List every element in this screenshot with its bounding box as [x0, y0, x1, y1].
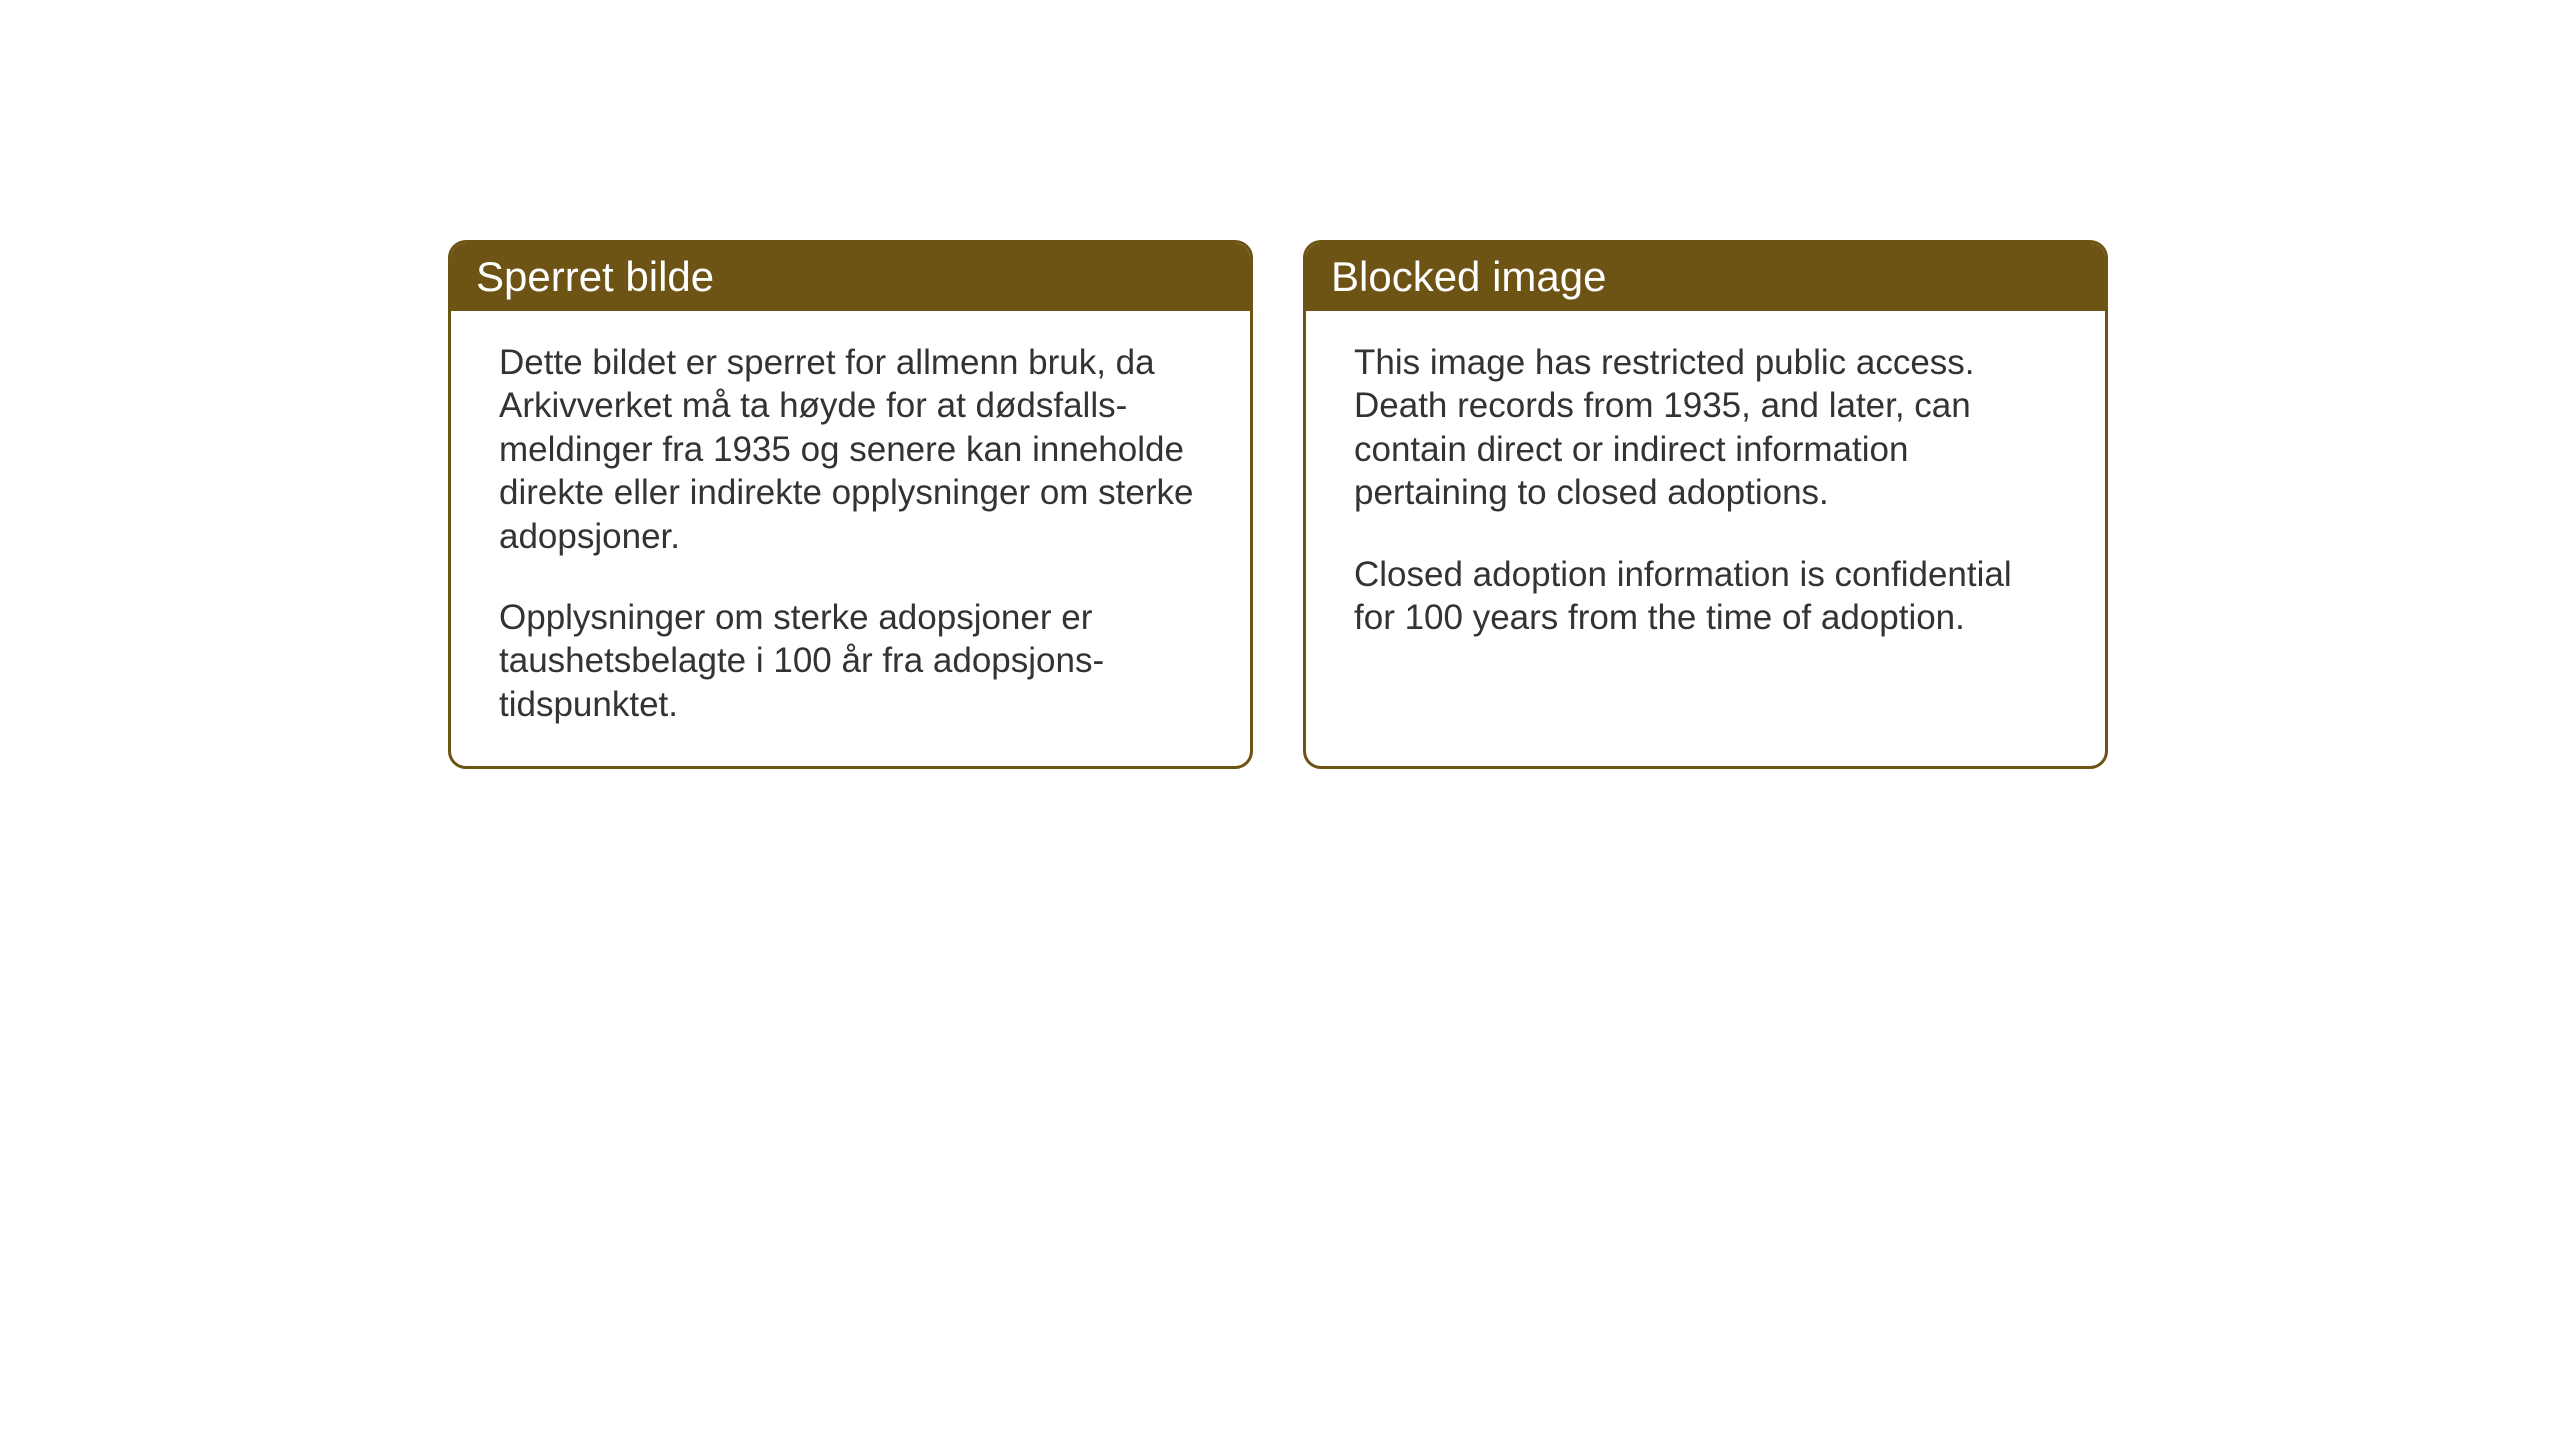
notice-container: Sperret bilde Dette bildet er sperret fo…	[448, 240, 2108, 769]
card-title-english: Blocked image	[1331, 253, 1606, 300]
paragraph-english-2: Closed adoption information is confident…	[1354, 553, 2057, 640]
card-body-norwegian: Dette bildet er sperret for allmenn bruk…	[451, 311, 1250, 766]
card-title-norwegian: Sperret bilde	[476, 253, 714, 300]
notice-card-english: Blocked image This image has restricted …	[1303, 240, 2108, 769]
notice-card-norwegian: Sperret bilde Dette bildet er sperret fo…	[448, 240, 1253, 769]
paragraph-norwegian-2: Opplysninger om sterke adopsjoner er tau…	[499, 596, 1202, 726]
paragraph-english-1: This image has restricted public access.…	[1354, 341, 2057, 515]
card-body-english: This image has restricted public access.…	[1306, 311, 2105, 679]
card-header-norwegian: Sperret bilde	[451, 243, 1250, 311]
paragraph-norwegian-1: Dette bildet er sperret for allmenn bruk…	[499, 341, 1202, 558]
card-header-english: Blocked image	[1306, 243, 2105, 311]
